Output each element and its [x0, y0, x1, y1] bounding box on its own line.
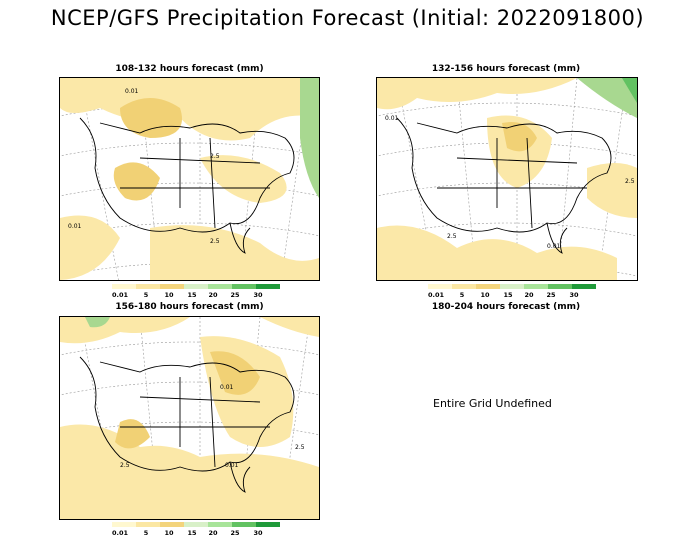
contour-label: 2.5: [447, 233, 457, 240]
panel-2-title: 132-156 hours forecast (mm): [431, 64, 581, 74]
legend-tick: 20: [208, 529, 218, 537]
legend-tick: 10: [480, 291, 490, 299]
legend-tick: 0.01: [111, 529, 129, 537]
contour-label: 0.01: [385, 115, 399, 122]
legend-tick: 0.01: [427, 291, 445, 299]
panel-1-map: 0.01 2.5 0.01 2.5: [59, 77, 320, 281]
legend-swatch: [548, 284, 572, 289]
contour-label: 2.5: [210, 153, 220, 160]
legend-tick: 20: [524, 291, 534, 299]
contour-label: 2.5: [210, 238, 220, 245]
legend-swatch: [208, 522, 232, 527]
legend-swatch: [572, 284, 596, 289]
panel-3-map: 0.01 2.5 0.01 2.5: [59, 316, 320, 520]
contour-label: 0.01: [68, 223, 82, 230]
legend-swatch: [232, 284, 256, 289]
panel-4-title: 180-204 hours forecast (mm): [431, 302, 581, 312]
legend-swatch: [232, 522, 256, 527]
panel-3-legend: 0.01 5 10 15 20 25 30: [112, 522, 280, 540]
contour-label: 2.5: [625, 178, 635, 185]
legend-swatch: [256, 284, 280, 289]
legend-tick: 25: [230, 291, 240, 299]
legend-tick: 10: [164, 291, 174, 299]
legend-tick: 5: [459, 291, 465, 299]
legend-tick: 5: [143, 291, 149, 299]
legend-swatch: [256, 522, 280, 527]
legend-tick: 25: [546, 291, 556, 299]
legend-swatch: [136, 284, 160, 289]
contour-label: 2.5: [120, 462, 130, 469]
legend-swatch: [112, 522, 136, 527]
legend-tick: 30: [253, 529, 263, 537]
legend-swatch: [136, 522, 160, 527]
legend-swatch: [184, 522, 208, 527]
contour-label: 2.5: [295, 444, 305, 451]
legend-tick: 30: [569, 291, 579, 299]
panel-1-title: 108-132 hours forecast (mm): [115, 64, 264, 74]
legend-swatch: [452, 284, 476, 289]
coastlines: [79, 356, 295, 493]
precip-shading: [60, 78, 319, 280]
legend-swatch: [428, 284, 452, 289]
contour-label: 0.01: [220, 384, 234, 391]
legend-tick: 20: [208, 291, 218, 299]
contour-label: 0.01: [225, 462, 239, 469]
legend-tick: 10: [164, 529, 174, 537]
legend-swatch: [112, 284, 136, 289]
legend-swatch: [208, 284, 232, 289]
legend-tick: 15: [187, 291, 197, 299]
contour-label: 0.01: [125, 88, 139, 95]
precip-shading: [377, 78, 637, 280]
precip-shading: [60, 317, 319, 519]
coastlines: [79, 117, 295, 254]
legend-swatch: [476, 284, 500, 289]
panel-3-title: 156-180 hours forecast (mm): [115, 302, 264, 312]
panel-4-undefined-message: Entire Grid Undefined: [433, 397, 552, 410]
legend-tick: 25: [230, 529, 240, 537]
panel-2-legend: 0.01 5 10 15 20 25 30: [428, 284, 596, 302]
legend-swatch: [160, 522, 184, 527]
legend-tick: 5: [143, 529, 149, 537]
legend-swatch: [500, 284, 524, 289]
legend-tick: 15: [187, 529, 197, 537]
legend-tick: 15: [503, 291, 513, 299]
legend-swatch: [524, 284, 548, 289]
panel-1-legend: 0.01 5 10 15 20 25 30: [112, 284, 280, 302]
coastlines: [396, 117, 612, 254]
legend-tick: 0.01: [111, 291, 129, 299]
panel-2-map: 0.01 2.5 2.5 0.01: [376, 77, 638, 281]
legend-swatch: [160, 284, 184, 289]
page-title: NCEP/GFS Precipitation Forecast (Initial…: [50, 6, 645, 30]
contour-label: 0.01: [547, 243, 561, 250]
legend-tick: 30: [253, 291, 263, 299]
legend-swatch: [184, 284, 208, 289]
